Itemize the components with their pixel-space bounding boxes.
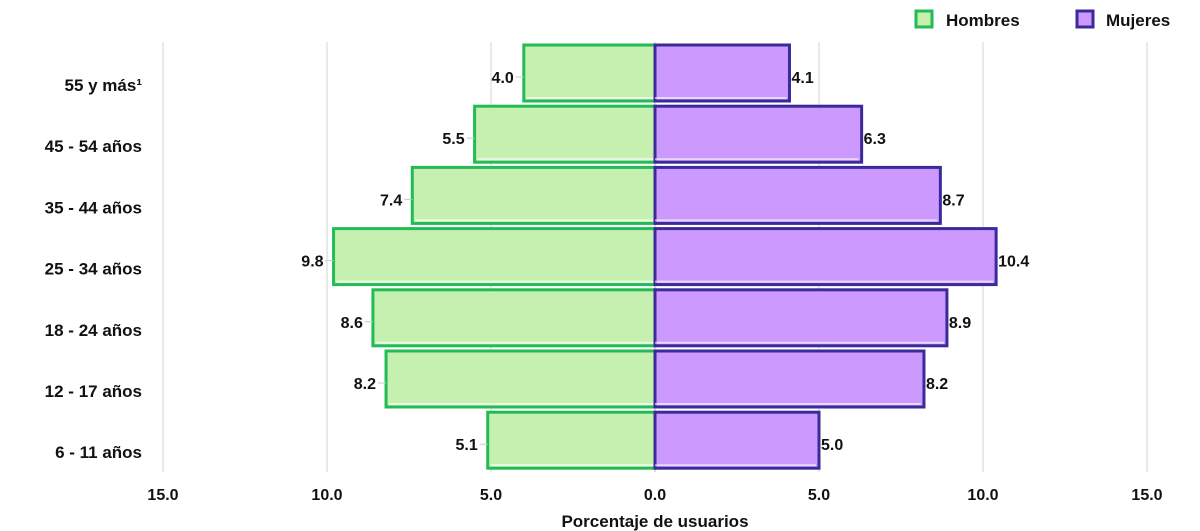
value-label-mujeres: 5.0 [821,437,843,454]
bar-hombres [371,288,657,348]
bar-hombres [486,410,657,470]
bar-hombres [384,349,657,409]
value-label-hombres: 8.2 [354,376,376,393]
x-tick-label: 10.0 [967,487,998,504]
x-tick-label: 5.0 [808,487,830,504]
value-label-hombres: 8.6 [341,315,363,332]
bar-hombres [473,104,657,164]
bars [332,43,998,470]
value-label-hombres: 5.1 [455,437,477,454]
value-label-mujeres: 10.4 [998,254,1029,271]
category-label: 45 - 54 años [45,137,142,156]
bar-mujeres [653,349,926,409]
value-label-hombres: 5.5 [442,131,464,148]
x-tick-label: 15.0 [147,487,178,504]
value-label-mujeres: 4.1 [791,70,813,87]
bar-mujeres [653,288,949,348]
bar-mujeres [653,410,821,470]
legend-swatch [914,9,934,29]
x-tick-label: 0.0 [644,487,666,504]
value-label-hombres: 4.0 [492,70,514,87]
category-label: 18 - 24 años [45,321,142,340]
legend: Hombres Mujeres [914,9,1170,30]
x-tick-label: 15.0 [1131,487,1162,504]
x-axis-ticks: 15.0 10.0 5.0 0.0 5.0 10.0 15.0 [147,487,1162,504]
x-tick-label: 5.0 [480,487,502,504]
category-labels: 55 y más¹ 45 - 54 años 35 - 44 años 25 - 34… [45,76,143,462]
category-label: 6 - 11 años [55,443,142,462]
category-label: 25 - 34 años [45,260,142,279]
value-label-mujeres: 6.3 [864,131,886,148]
bar-mujeres [653,165,942,225]
legend-swatch [1075,9,1095,29]
value-label-mujeres: 8.2 [926,376,948,393]
value-label-mujeres: 8.7 [942,192,964,209]
bar-mujeres [653,43,791,103]
bar-hombres [410,165,657,225]
x-tick-label: 10.0 [311,487,342,504]
category-label: 35 - 44 años [45,198,142,217]
bar-mujeres [653,227,998,287]
category-label: 55 y más¹ [65,76,143,95]
legend-label: Hombres [946,11,1020,30]
value-labels: 4.0 4.1 5.5 6.3 7.4 8.7 9.8 10.4 8.6 8.9 8.2 8.2 5.1… [301,70,1029,454]
bar-hombres [522,43,657,103]
bar-mujeres [653,104,864,164]
value-label-mujeres: 8.9 [949,315,971,332]
value-label-hombres: 7.4 [380,192,402,209]
category-label: 12 - 17 años [45,382,142,401]
value-label-hombres: 9.8 [301,254,323,271]
bar-hombres [332,227,657,287]
legend-label: Mujeres [1106,11,1170,30]
x-axis-label: Porcentaje de usuarios [561,512,748,531]
